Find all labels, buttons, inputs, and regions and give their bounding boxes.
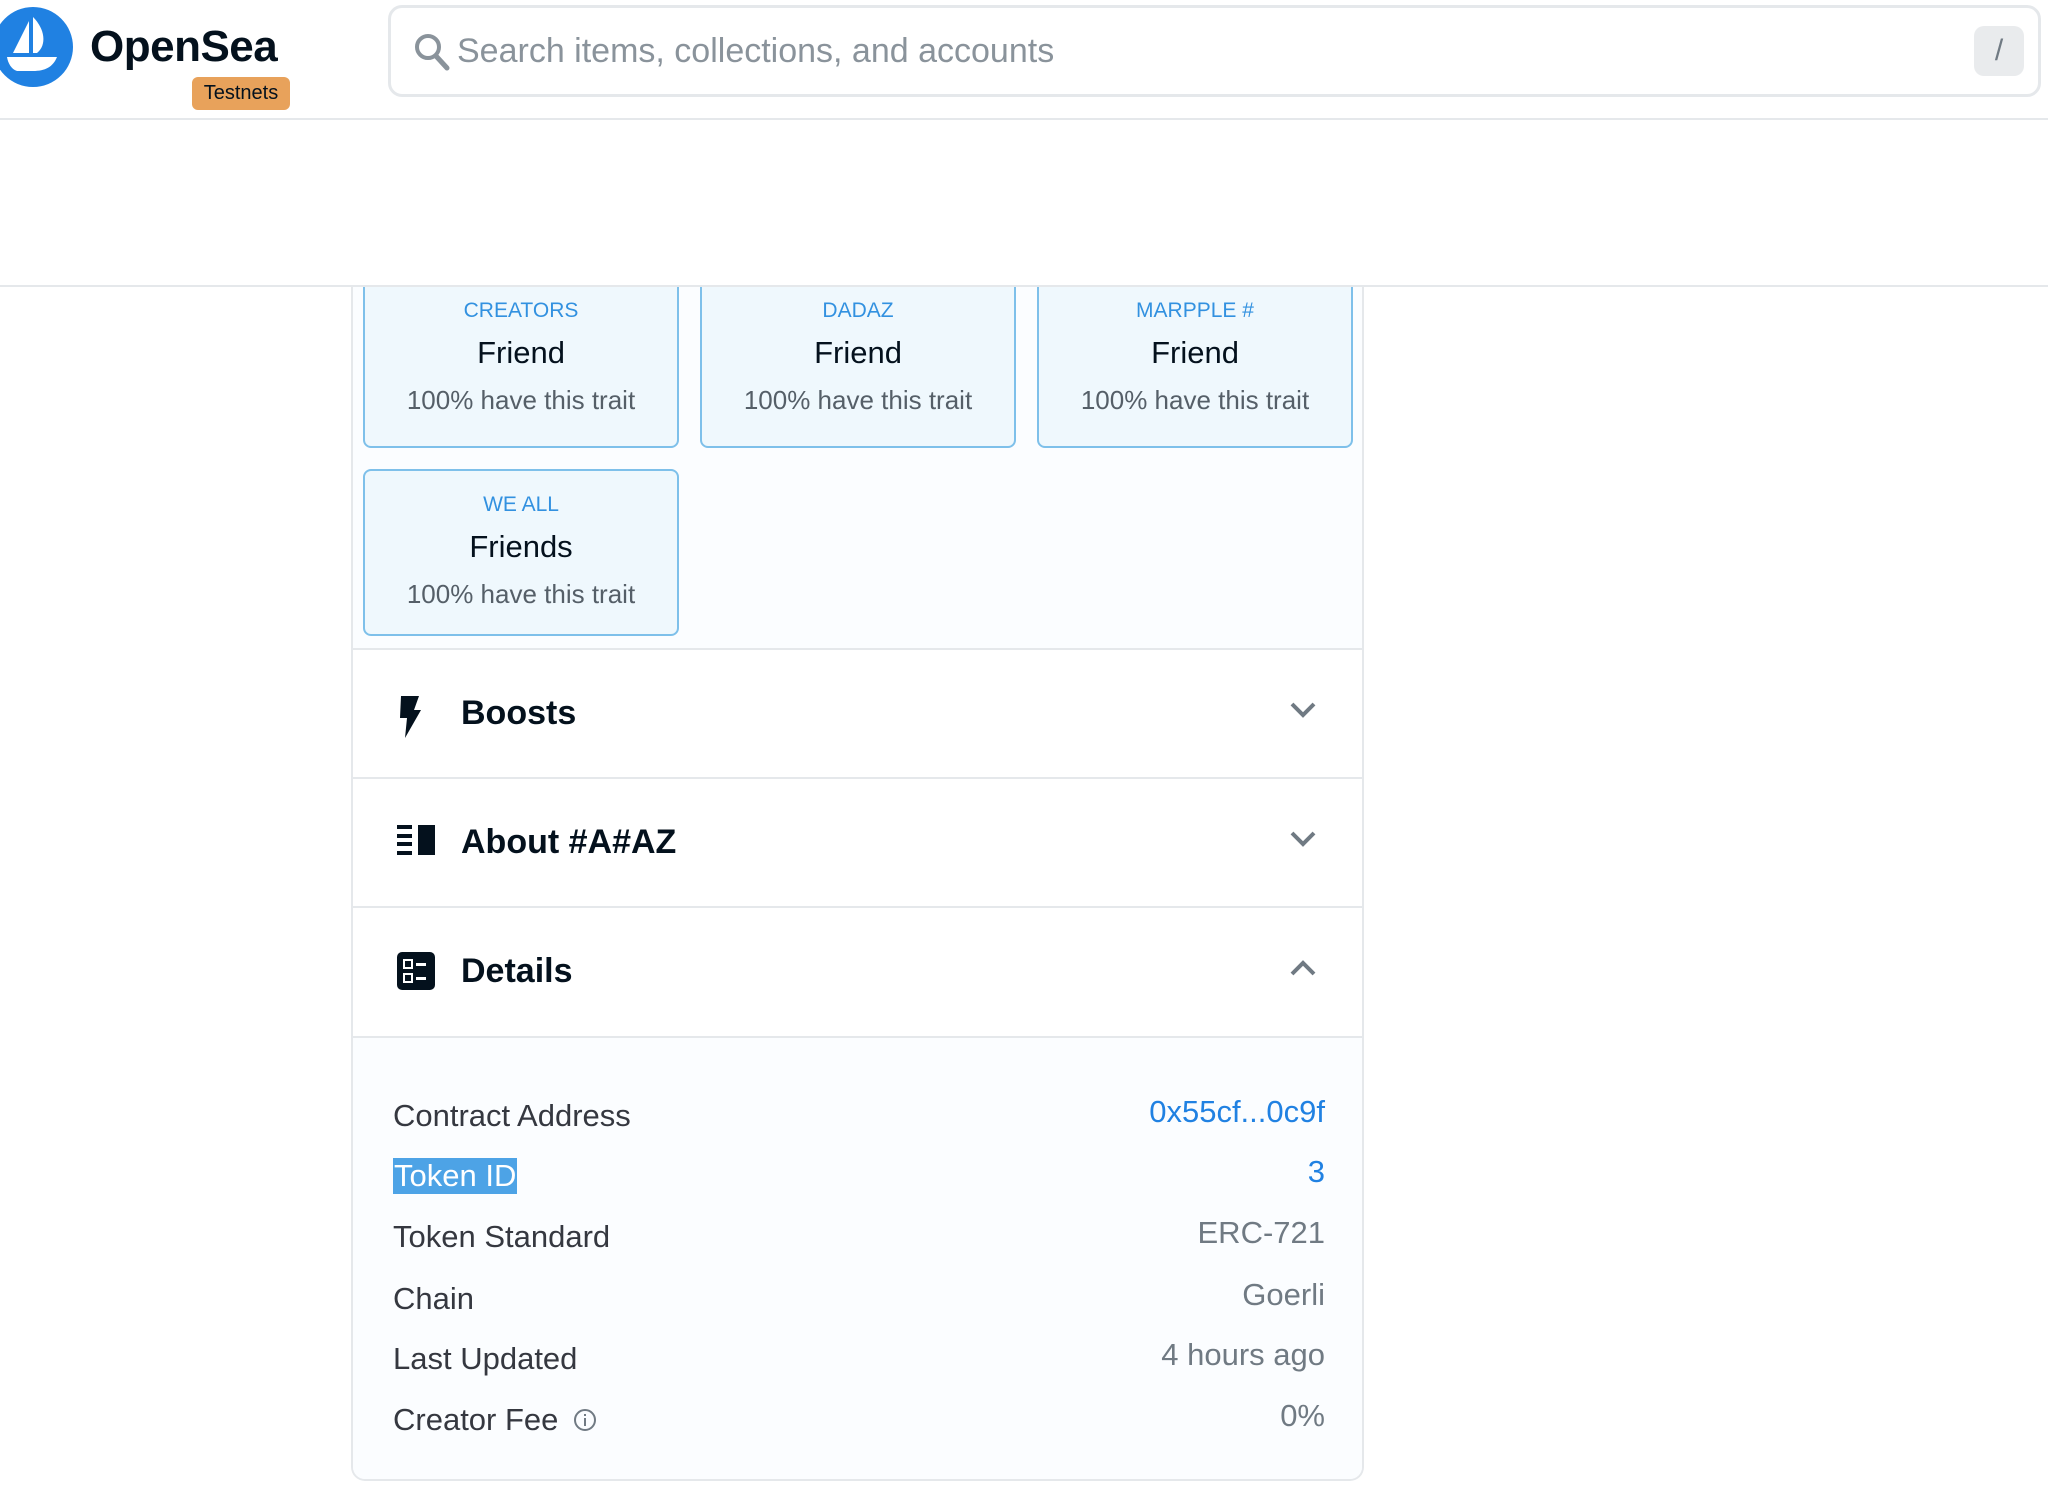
- detail-label: Last Updated: [393, 1341, 578, 1376]
- list-icon: [397, 825, 435, 860]
- trait-rarity: 100% have this trait: [406, 385, 636, 415]
- section-title: Boosts: [461, 694, 577, 732]
- trait-rarity: 100% have this trait: [743, 385, 973, 415]
- detail-label: Token ID: [393, 1158, 518, 1194]
- sticky-toolbar-area: [0, 122, 2048, 287]
- trait-card[interactable]: Dadaz Friend 100% have this trait: [700, 287, 1016, 448]
- section-title: Details: [461, 952, 573, 990]
- boosts-section-header[interactable]: Boosts: [353, 648, 1362, 778]
- trait-value: Friend: [477, 335, 565, 370]
- details-icon: [397, 952, 435, 995]
- trait-value: Friend: [1151, 335, 1239, 370]
- detail-value: 4 hours ago: [1161, 1337, 1325, 1372]
- trait-type: We All: [483, 493, 559, 516]
- lightning-icon: [397, 696, 425, 743]
- search-input[interactable]: [457, 26, 1907, 76]
- trait-card[interactable]: Marpple # Friend 100% have this trait: [1037, 287, 1353, 448]
- testnets-badge: Testnets: [192, 77, 290, 110]
- brand-name[interactable]: OpenSea: [90, 22, 278, 71]
- chevron-down-icon[interactable]: [1290, 831, 1316, 852]
- detail-row: Token Standard ERC-721: [393, 1215, 1325, 1269]
- search-bar[interactable]: /: [388, 5, 2041, 97]
- trait-type: Dadaz: [822, 299, 894, 322]
- trait-type: Marpple #: [1136, 299, 1254, 322]
- detail-label: Creator Fee: [393, 1402, 597, 1440]
- top-nav: OpenSea Testnets /: [0, 0, 2048, 120]
- detail-row: Creator Fee 0%: [393, 1398, 1325, 1452]
- search-icon: [413, 32, 451, 77]
- about-section-header[interactable]: About #A#AZ: [353, 777, 1362, 907]
- detail-row: Chain Goerli: [393, 1277, 1325, 1331]
- detail-value: 0%: [1280, 1398, 1325, 1433]
- trait-value: Friend: [814, 335, 902, 370]
- detail-value: Goerli: [1242, 1277, 1325, 1312]
- detail-row: Token ID 3: [393, 1154, 1325, 1208]
- trait-card[interactable]: We All Friends 100% have this trait: [363, 469, 679, 636]
- trait-value: Friends: [469, 529, 573, 564]
- detail-label: Contract Address: [393, 1098, 631, 1133]
- search-shortcut-key: /: [1974, 26, 2024, 76]
- detail-label: Chain: [393, 1281, 474, 1316]
- chevron-up-icon[interactable]: [1290, 960, 1316, 981]
- detail-row: Contract Address 0x55cf...0c9f: [393, 1094, 1325, 1148]
- trait-rarity: 100% have this trait: [406, 579, 636, 609]
- detail-row: Last Updated 4 hours ago: [393, 1337, 1325, 1391]
- section-title: About #A#AZ: [461, 823, 677, 861]
- trait-card[interactable]: Creators Friend 100% have this trait: [363, 287, 679, 448]
- opensea-logo-icon[interactable]: [0, 7, 73, 87]
- detail-value: ERC-721: [1197, 1215, 1326, 1250]
- chevron-down-icon[interactable]: [1290, 702, 1316, 723]
- trait-rarity: 100% have this trait: [1080, 385, 1310, 415]
- item-properties-panel: Creators Friend 100% have this trait Dad…: [351, 287, 1364, 1481]
- detail-label: Token Standard: [393, 1219, 611, 1254]
- token-id-link[interactable]: 3: [1307, 1154, 1325, 1189]
- info-icon[interactable]: [573, 1404, 597, 1440]
- contract-address-link[interactable]: 0x55cf...0c9f: [1149, 1094, 1325, 1129]
- details-body: Contract Address 0x55cf...0c9f Token ID …: [353, 1036, 1362, 1479]
- creator-fee-label: Creator Fee: [393, 1402, 559, 1437]
- trait-type: Creators: [463, 299, 579, 322]
- details-section-header[interactable]: Details: [353, 906, 1362, 1036]
